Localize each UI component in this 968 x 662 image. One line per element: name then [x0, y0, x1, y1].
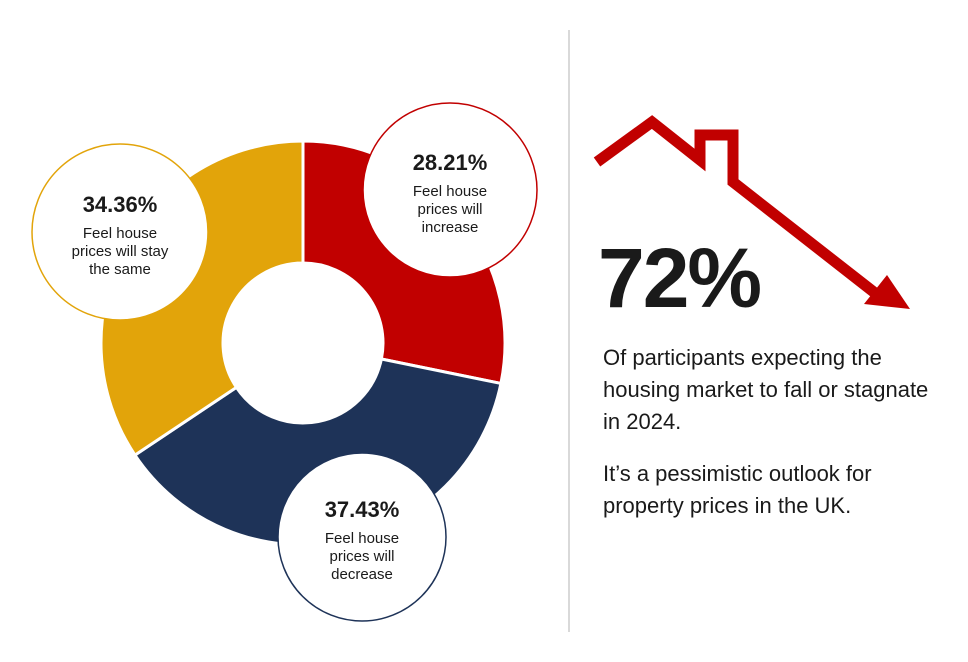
slice-label-line-increase: Feel house: [413, 183, 487, 200]
slice-label-line-decrease: prices will: [329, 548, 394, 565]
slice-label-line-decrease: decrease: [331, 566, 393, 583]
headline-percentage: 72%: [598, 231, 762, 325]
vertical-divider: [568, 30, 570, 632]
slice-label-line-same: Feel house: [83, 225, 157, 242]
slice-label-line-decrease: Feel house: [325, 530, 399, 547]
bubble-circle-same: [31, 143, 209, 321]
slice-value-increase: 28.21%: [413, 150, 488, 175]
slice-label-line-increase: prices will: [417, 201, 482, 218]
slice-value-decrease: 37.43%: [325, 497, 400, 522]
bubble-circle-increase: [362, 102, 538, 278]
house-roof-down-arrow-icon: [593, 115, 910, 309]
slice-value-same: 34.36%: [83, 192, 158, 217]
slice-label-line-same: the same: [89, 261, 151, 278]
slice-label-line-same: prices will stay: [72, 243, 169, 260]
bubble-circle-decrease: [277, 452, 447, 622]
headline-description: Of participants expecting the housing ma…: [603, 345, 929, 434]
slice-label-line-increase: increase: [422, 219, 479, 236]
headline-note: It’s a pessimistic outlook for property …: [603, 461, 872, 518]
